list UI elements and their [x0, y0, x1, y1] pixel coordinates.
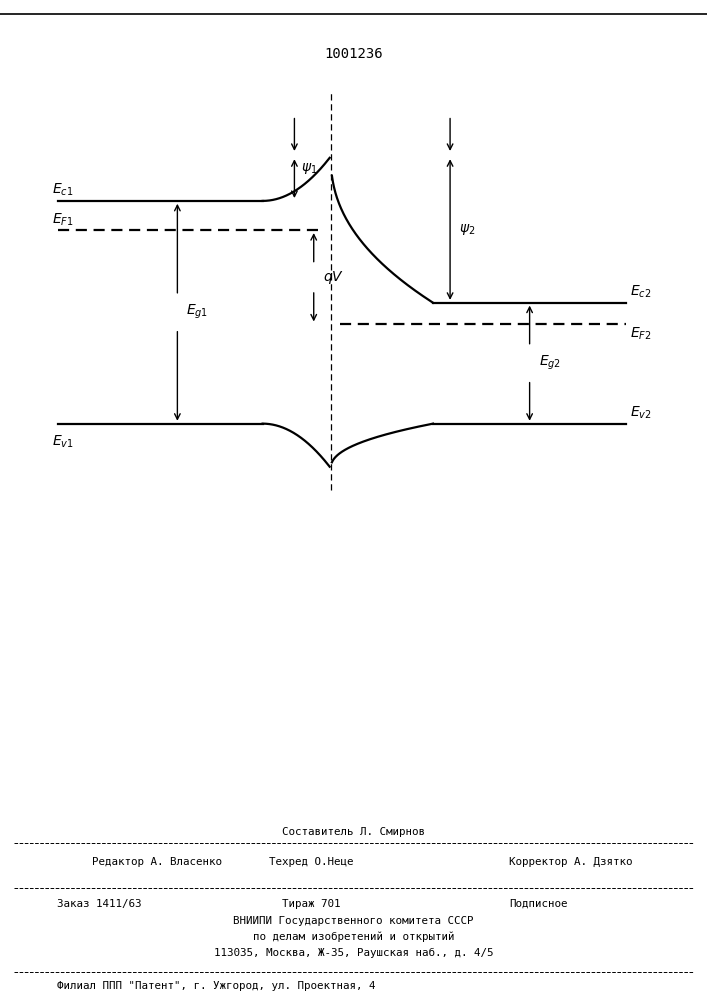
- Text: по делам изобретений и открытий: по делам изобретений и открытий: [252, 932, 455, 942]
- Text: ВНИИПИ Государственного комитета СССР: ВНИИПИ Государственного комитета СССР: [233, 916, 474, 926]
- Text: $qV$: $qV$: [323, 269, 344, 286]
- Text: Заказ 1411/63: Заказ 1411/63: [57, 899, 141, 909]
- Text: $\psi_2$: $\psi_2$: [459, 222, 476, 237]
- Text: $E_{F1}$: $E_{F1}$: [52, 211, 74, 228]
- Text: Тираж 701: Тираж 701: [282, 899, 340, 909]
- Text: $E_{F2}$: $E_{F2}$: [630, 326, 651, 342]
- Text: Подписное: Подписное: [509, 899, 568, 909]
- Text: $E_{g2}$: $E_{g2}$: [539, 354, 561, 372]
- Text: $E_{v1}$: $E_{v1}$: [52, 434, 74, 450]
- Text: 113035, Москва, Ж-35, Раушская наб., д. 4/5: 113035, Москва, Ж-35, Раушская наб., д. …: [214, 948, 493, 958]
- Text: $E_{v2}$: $E_{v2}$: [630, 405, 651, 421]
- Text: 1001236: 1001236: [325, 47, 382, 61]
- Text: $E_{g1}$: $E_{g1}$: [187, 303, 209, 321]
- Text: $\psi_1$: $\psi_1$: [301, 161, 317, 176]
- Text: Филиал ППП "Патент", г. Ужгород, ул. Проектная, 4: Филиал ППП "Патент", г. Ужгород, ул. Про…: [57, 981, 375, 991]
- Text: Редактор А. Власенко: Редактор А. Власенко: [92, 857, 222, 867]
- Text: Корректор А. Дзятко: Корректор А. Дзятко: [509, 857, 633, 867]
- Text: $E_{c1}$: $E_{c1}$: [52, 182, 74, 198]
- Text: $E_{c2}$: $E_{c2}$: [630, 284, 651, 300]
- Text: Составитель Л. Смирнов: Составитель Л. Смирнов: [282, 827, 425, 837]
- Text: Техред О.Неце: Техред О.Неце: [269, 857, 354, 867]
